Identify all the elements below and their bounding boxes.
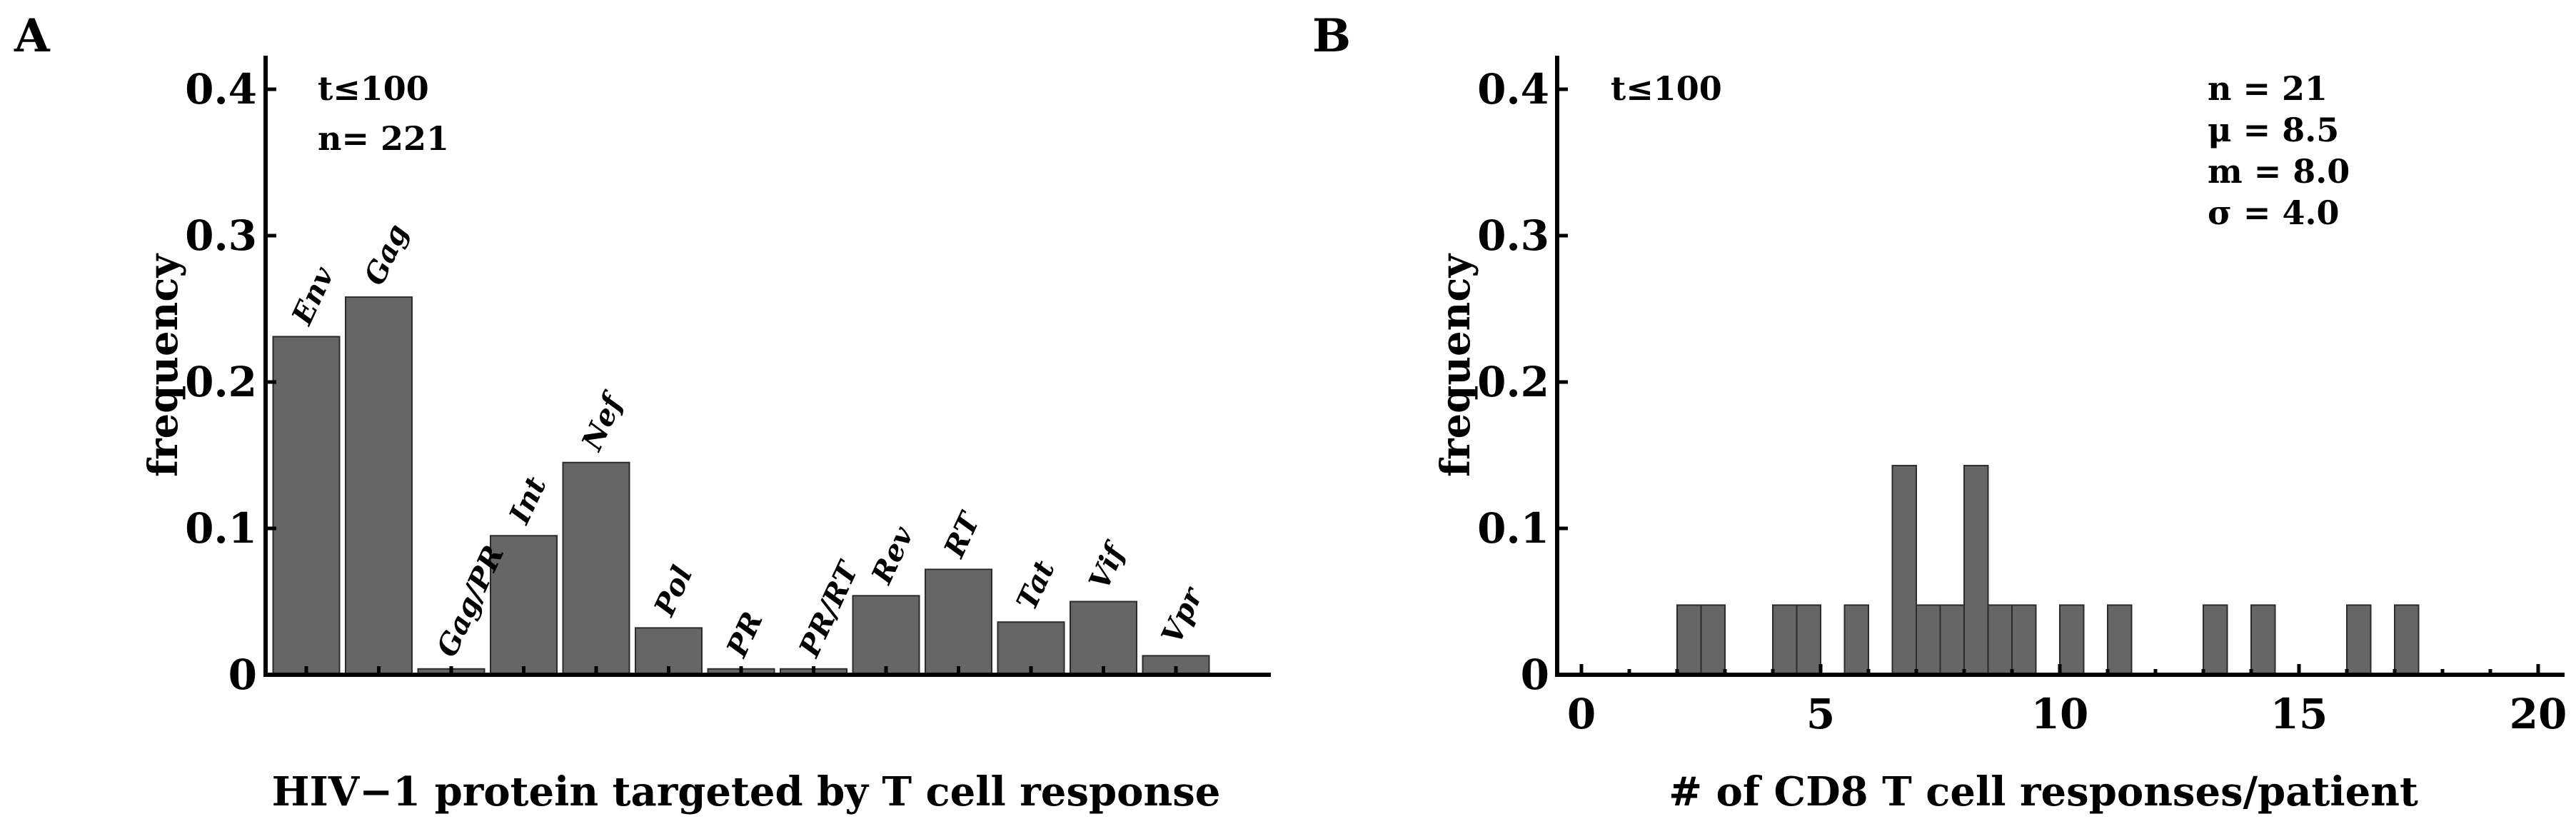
panel-a-bar-label: Pol [648,561,700,622]
panel-a-annotation-n: n= 221 [318,119,449,158]
panel-a-bar-label: Tat [1010,555,1062,615]
panel-a-bar-tat [997,621,1065,676]
panel-a-bar-label: Gag [358,219,415,291]
panel-b-stat: μ = 8.5 [2208,111,2339,149]
panel-b-bar [2346,604,2372,675]
panel-b-y-tick-label: 0.2 [1477,358,1549,406]
panel-a-bar-gag [345,296,413,676]
panel-a-y-label: frequency [140,253,187,478]
panel-b-bar [1939,604,1965,675]
panel-b-bar [2011,604,2037,675]
panel-a-bar-nef [562,461,630,675]
panel-a-bar-label: Nef [575,386,631,457]
panel-a-bar-label: PR [720,607,770,663]
panel-a-letter: A [14,9,51,63]
panel-a-bar-int [490,535,558,675]
panel-b-bar [1700,604,1726,675]
panel-a-bar-label: Vpr [1154,581,1210,648]
panel-a-bars [272,296,1210,676]
panel-a-y-tick-label: 0.2 [185,358,257,406]
panel-b-bar [1796,604,1821,675]
panel-a-bar-rev [852,595,920,675]
panel-b-stat: σ = 4.0 [2208,194,2340,232]
panel-a-y-ticks: 0 0.1 0.2 0.3 0.4 [185,65,276,699]
panel-b-bars [1676,465,2420,675]
panel-b-bar [2203,604,2228,675]
panel-a-bar-label: Rev [865,521,920,590]
panel-a-bar-label: Int [503,471,553,529]
panel-a-bar-env [272,336,341,675]
panel-b-x-tick-label: 15 [2270,690,2328,738]
panel-a-bar-label: RT [937,506,988,563]
panel-b-annotation-t: t≤100 [1611,69,1722,108]
panel-b-x-label: # of CD8 T cell responses/patient [1669,768,2418,815]
panel-b: B 0 0.1 0.2 0.3 0.4 0 5 10 15 20 t≤100 n = 21μ =… [1312,9,2567,815]
panel-a-bar-label: Vif [1082,536,1134,595]
panel-b-y-tick-label: 0.3 [1477,211,1549,260]
panel-b-stat: n = 21 [2208,69,2328,108]
panel-b-bar [1676,604,1702,675]
panel-a-bar-vif [1070,601,1137,675]
panel-b-stats: n = 21μ = 8.5m = 8.0σ = 4.0 [2208,69,2350,232]
panel-a-y-tick-label: 0 [228,650,257,699]
panel-a-bar-rt [925,568,992,676]
panel-b-bar [1916,604,1941,675]
panel-b-bar [2107,604,2133,675]
panel-b-bar [1987,604,2013,675]
panel-a-x-label: HIV−1 protein targeted by T cell respons… [272,768,1221,815]
panel-b-bar [2059,604,2085,675]
panel-b-bar [1843,604,1869,675]
panel-a-annotation-t: t≤100 [318,69,429,108]
panel-b-stat: m = 8.0 [2208,152,2350,191]
panel-b-x-tick-label: 5 [1806,690,1835,738]
panel-b-bar [2394,604,2420,675]
panel-b-x-tick-label: 20 [2510,690,2567,738]
panel-a-y-tick-label: 0.1 [185,504,257,553]
panel-b-x-tick-label: 10 [2031,690,2089,738]
panel-b-y-label: frequency [1432,253,1479,478]
panel-b-y-tick-label: 0.1 [1477,504,1549,553]
panel-b-bar [1891,465,1917,675]
panel-a-bar-label: Env [285,261,341,331]
panel-b-letter: B [1312,9,1351,63]
panel-b-bar [2250,604,2276,675]
panel-b-y-tick-label: 0 [1521,650,1549,699]
panel-a-y-tick-label: 0.3 [185,211,257,260]
panel-b-y-ticks: 0 0.1 0.2 0.3 0.4 [1477,65,1568,699]
panel-b-bar [1963,465,1989,675]
panel-a-y-tick-label: 0.4 [185,65,257,114]
panel-b-x-ticks: 0 5 10 15 20 [1567,664,2567,738]
panel-a-x-ticks [304,666,1178,675]
panel-b-bar [1772,604,1798,675]
panel-b-y-tick-label: 0.4 [1477,65,1549,114]
panel-b-x-tick-label: 0 [1567,690,1596,738]
